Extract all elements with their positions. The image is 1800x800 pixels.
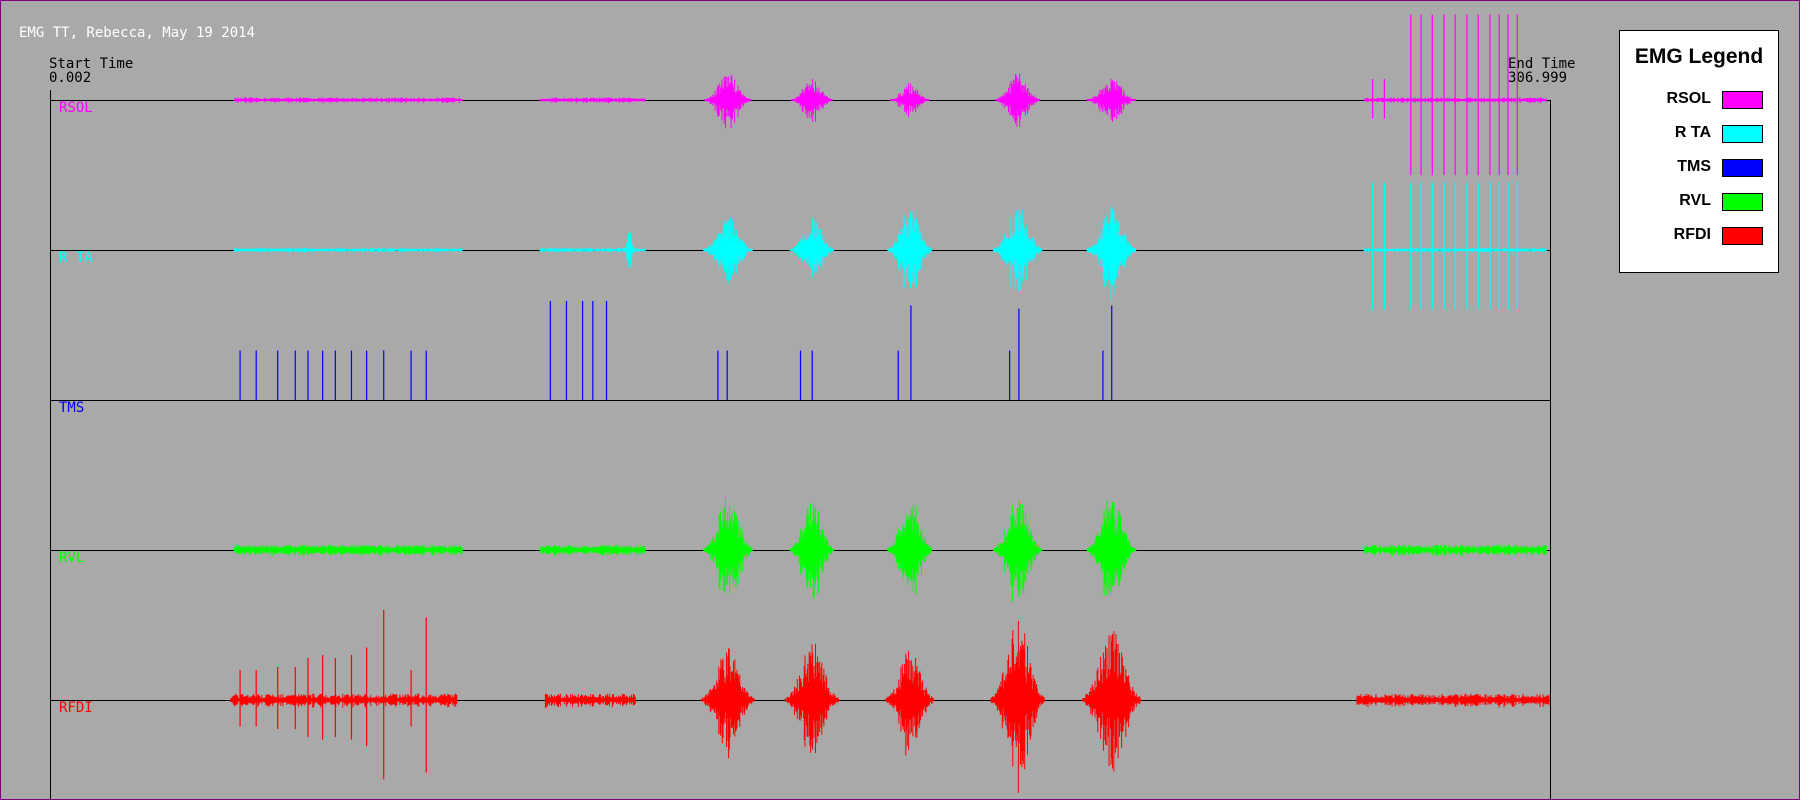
legend-entries: RSOL R TA TMS RVL RFDI: [1667, 90, 1763, 245]
legend-label: R TA: [1675, 124, 1712, 141]
tonic-activity: [544, 693, 636, 708]
emg-burst: [885, 651, 935, 756]
legend-label: RFDI: [1674, 226, 1711, 243]
emg-burst: [700, 648, 755, 759]
legend-swatch: [1722, 91, 1763, 109]
emg-burst: [784, 643, 840, 754]
emg-burst: [703, 497, 753, 594]
end-time-value: 306.999: [1508, 70, 1567, 86]
emg-burst: [789, 218, 835, 278]
emg-burst: [993, 208, 1043, 294]
end-time-label: End Time: [1508, 56, 1575, 72]
emg-burst: [889, 82, 930, 118]
emg-burst: [887, 504, 932, 595]
channel-label: RVL: [59, 550, 84, 566]
tonic-activity: [233, 97, 463, 104]
emg-burst: [887, 210, 932, 289]
start-time-value: 0.002: [49, 70, 91, 86]
tonic-activity: [233, 544, 463, 557]
tonic-activity: [233, 247, 463, 253]
legend-swatch: [1722, 159, 1763, 177]
channel-label: R TA: [59, 250, 93, 266]
emg-burst: [704, 74, 752, 129]
legend-swatch: [1722, 227, 1763, 245]
traces: RSOL R TA TMS RVL RFDI: [50, 14, 1551, 793]
emg-burst: [1081, 631, 1141, 772]
emg-burst: [995, 73, 1040, 127]
tonic-activity: [1356, 693, 1550, 708]
tonic-activity: [539, 544, 646, 557]
legend-label: RSOL: [1667, 90, 1712, 107]
channel-label: TMS: [59, 400, 84, 416]
start-time-label: Start Time: [49, 56, 133, 72]
emg-burst: [791, 79, 833, 122]
emg-burst: [1086, 205, 1137, 300]
emg-burst: [789, 503, 835, 599]
emg-burst: [624, 231, 635, 268]
emg-burst: [1086, 78, 1137, 122]
legend-label: TMS: [1677, 158, 1711, 175]
channel-label: RSOL: [59, 100, 93, 116]
legend-swatch: [1722, 193, 1763, 211]
title: EMG TT, Rebecca, May 19 2014: [19, 25, 255, 41]
tonic-activity: [1363, 544, 1547, 557]
tonic-activity: [539, 97, 646, 103]
legend-swatch: [1722, 125, 1763, 143]
emg-burst: [990, 621, 1045, 793]
legend-label: RVL: [1679, 192, 1711, 209]
channel-label: RFDI: [59, 700, 93, 716]
legend-title: EMG Legend: [1635, 45, 1763, 68]
emg-burst: [1086, 500, 1137, 596]
emg-burst: [703, 218, 753, 284]
emg-burst: [993, 500, 1043, 603]
